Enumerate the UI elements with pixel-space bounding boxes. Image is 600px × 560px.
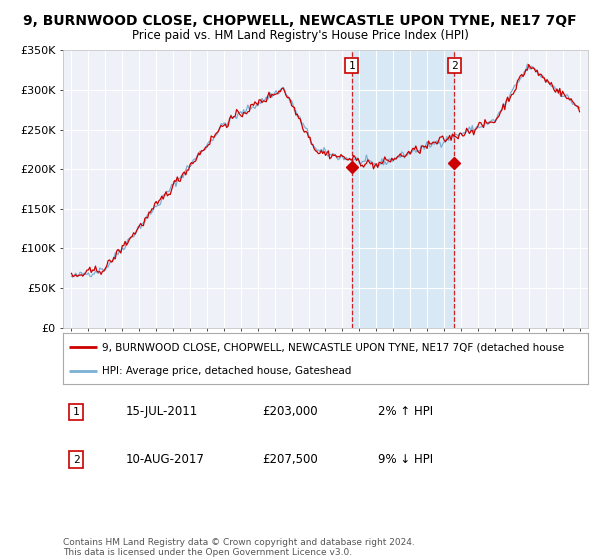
Text: 9, BURNWOOD CLOSE, CHOPWELL, NEWCASTLE UPON TYNE, NE17 7QF (detached house: 9, BURNWOOD CLOSE, CHOPWELL, NEWCASTLE U…	[103, 342, 565, 352]
Text: 9% ↓ HPI: 9% ↓ HPI	[378, 453, 433, 466]
Bar	[352, 50, 454, 328]
Text: £207,500: £207,500	[263, 453, 318, 466]
Text: Contains HM Land Registry data © Crown copyright and database right 2024.
This d: Contains HM Land Registry data © Crown c…	[63, 538, 415, 557]
Text: Price paid vs. HM Land Registry's House Price Index (HPI): Price paid vs. HM Land Registry's House …	[131, 29, 469, 42]
Text: 1: 1	[348, 60, 355, 71]
Text: HPI: Average price, detached house, Gateshead: HPI: Average price, detached house, Gate…	[103, 366, 352, 376]
Text: 9, BURNWOOD CLOSE, CHOPWELL, NEWCASTLE UPON TYNE, NE17 7QF: 9, BURNWOOD CLOSE, CHOPWELL, NEWCASTLE U…	[23, 14, 577, 28]
Text: £203,000: £203,000	[263, 405, 318, 418]
Text: 10-AUG-2017: 10-AUG-2017	[126, 453, 205, 466]
Text: 1: 1	[73, 407, 79, 417]
Text: 2: 2	[451, 60, 458, 71]
Text: 2% ↑ HPI: 2% ↑ HPI	[378, 405, 433, 418]
Text: 2: 2	[73, 455, 79, 465]
Text: 15-JUL-2011: 15-JUL-2011	[126, 405, 198, 418]
